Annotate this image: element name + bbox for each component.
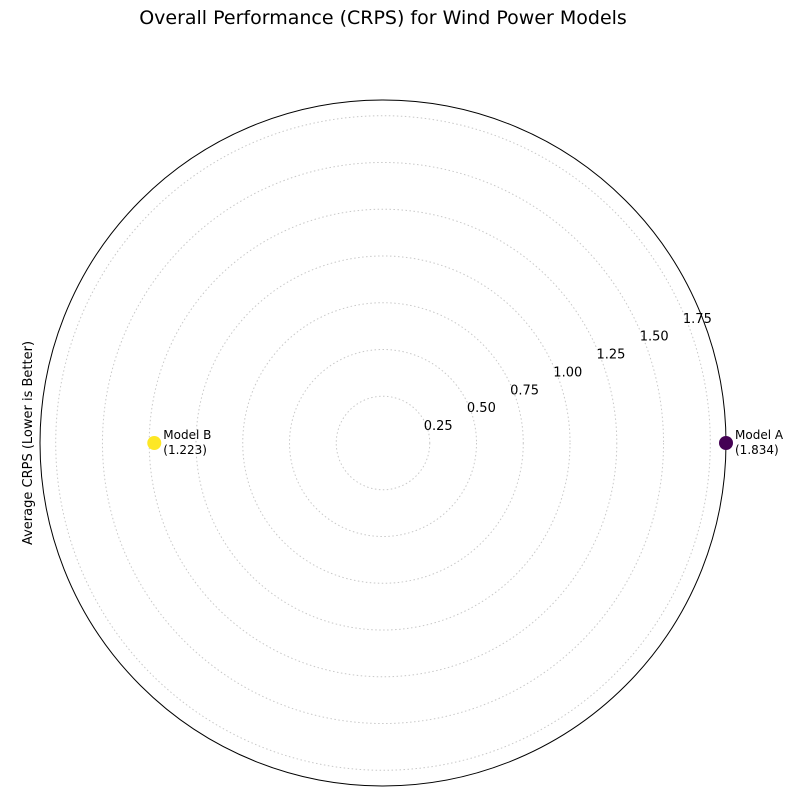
y-axis-label: Average CRPS (Lower is Better) — [21, 341, 36, 545]
point-value-label: (1.223) — [163, 443, 207, 457]
r-tick-label: 0.50 — [467, 401, 496, 416]
grid-ring — [195, 255, 571, 631]
point-name-label: Model A — [735, 428, 784, 442]
point-value-label: (1.834) — [735, 443, 779, 457]
r-tick-label: 1.25 — [597, 348, 626, 363]
point-name-label: Model B — [163, 428, 211, 442]
data-point — [719, 436, 733, 450]
grid-ring — [335, 395, 431, 491]
radial-tick-labels: 0.25 0.50 0.75 1.00 1.25 1.50 1.75 — [424, 312, 712, 434]
data-point — [147, 436, 162, 450]
r-tick-label: 0.75 — [510, 383, 539, 398]
grid-ring — [148, 208, 618, 678]
r-tick-label: 1.50 — [640, 330, 669, 345]
chart-title: Overall Performance (CRPS) for Wind Powe… — [139, 7, 627, 29]
r-tick-label: 1.75 — [683, 312, 712, 327]
r-tick-label: 0.25 — [424, 419, 453, 434]
grid-ring — [55, 115, 711, 771]
grid-rings — [55, 115, 711, 771]
grid-ring — [101, 161, 665, 725]
data-points: Model A(1.834) Model B(1.223) — [147, 428, 784, 457]
grid-ring — [288, 348, 478, 538]
polar-frame — [39, 99, 727, 787]
r-tick-label: 1.00 — [553, 365, 582, 380]
grid-ring — [242, 302, 524, 584]
